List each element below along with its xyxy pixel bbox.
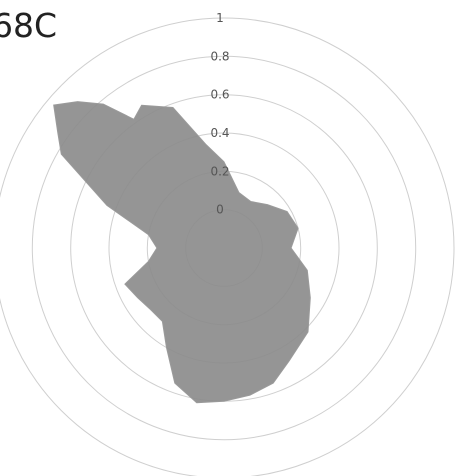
radial-tick-label: 0.6 — [210, 88, 229, 102]
chart-title: 68C — [0, 6, 58, 45]
grid-ring — [0, 17, 455, 476]
radial-tick-label: 0.2 — [210, 164, 229, 178]
radial-tick-label: 1 — [216, 11, 224, 25]
radar-area-group — [53, 101, 311, 404]
radial-tick-labels: 0 0.2 0.4 0.6 0.8 1 — [210, 11, 229, 217]
grid-ring — [31, 55, 417, 441]
radial-tick-label: 0.8 — [210, 49, 229, 63]
radial-tick-label: 0.4 — [210, 126, 229, 140]
radial-tick-label: 0 — [216, 203, 224, 217]
radar-area — [53, 101, 311, 404]
